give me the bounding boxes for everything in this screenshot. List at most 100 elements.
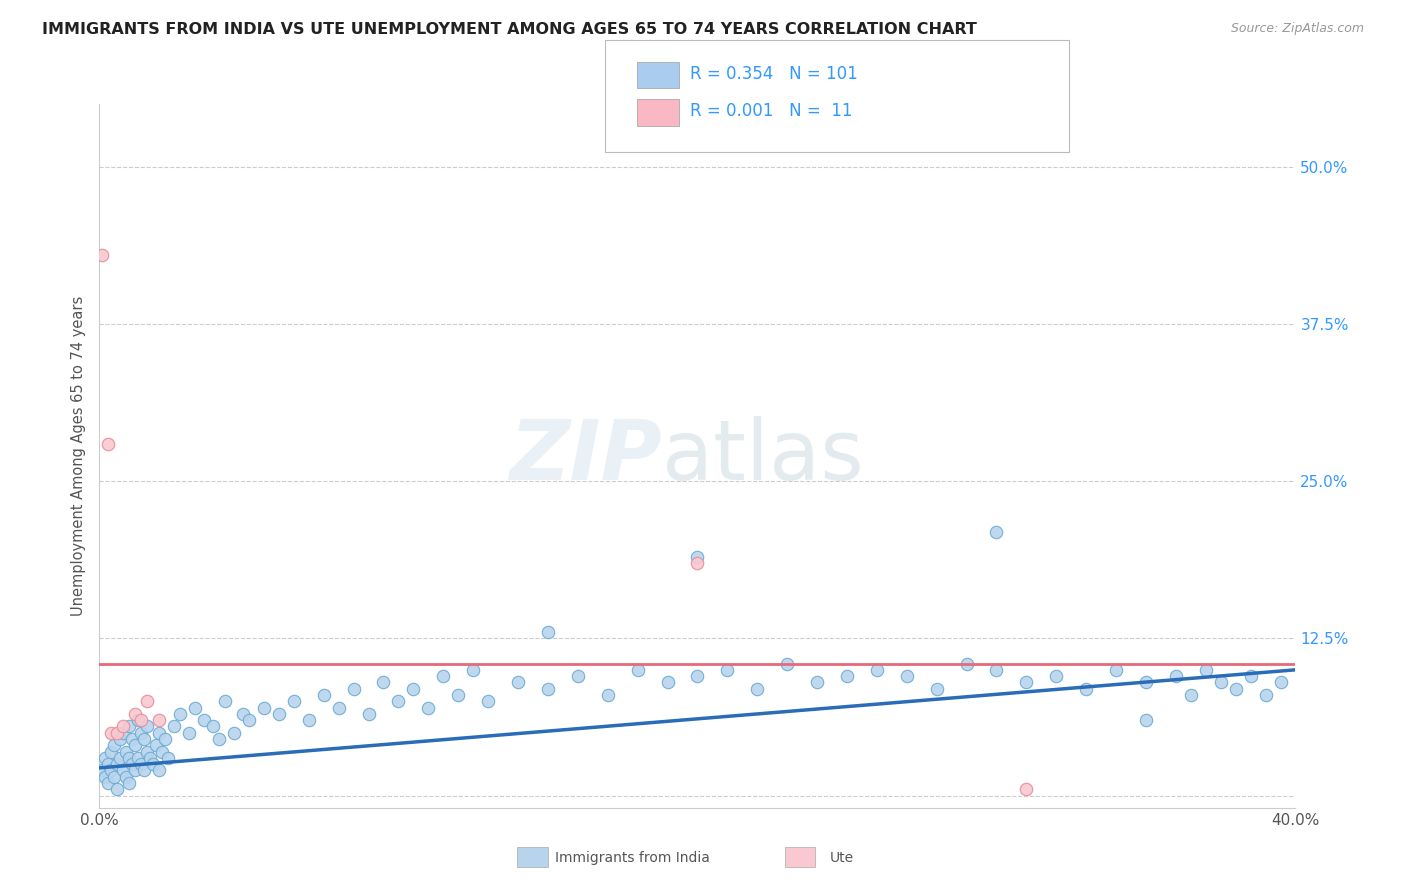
Point — [896, 669, 918, 683]
Point — [776, 657, 799, 671]
Point — [115, 745, 138, 759]
Point — [179, 725, 201, 739]
Point — [124, 706, 146, 721]
Point — [121, 757, 143, 772]
Point — [1209, 675, 1232, 690]
Point — [283, 694, 305, 708]
Point — [402, 681, 425, 696]
Point — [686, 669, 709, 683]
Point — [91, 764, 114, 778]
Point — [1270, 675, 1292, 690]
Point — [447, 688, 470, 702]
Point — [1015, 675, 1038, 690]
Point — [150, 745, 173, 759]
Point — [567, 669, 589, 683]
Point — [686, 556, 709, 570]
Point — [155, 731, 177, 746]
Point — [925, 681, 948, 696]
Point — [136, 719, 159, 733]
Point — [373, 675, 395, 690]
Point — [121, 731, 143, 746]
Point — [136, 745, 159, 759]
Point — [163, 719, 186, 733]
Point — [747, 681, 769, 696]
Point — [866, 663, 889, 677]
Point — [214, 694, 236, 708]
Point — [986, 663, 1008, 677]
Text: R = 0.001   N =  11: R = 0.001 N = 11 — [690, 103, 853, 120]
Point — [100, 725, 122, 739]
Point — [312, 688, 335, 702]
Point — [298, 713, 321, 727]
Point — [112, 725, 135, 739]
Point — [103, 738, 125, 752]
Point — [100, 745, 122, 759]
Text: atlas: atlas — [662, 416, 863, 497]
Text: ZIP: ZIP — [509, 416, 662, 497]
Point — [1254, 688, 1277, 702]
Point — [142, 757, 165, 772]
Point — [418, 700, 440, 714]
Point — [129, 725, 152, 739]
Point — [1045, 669, 1067, 683]
Text: Ute: Ute — [830, 851, 853, 865]
Point — [112, 764, 135, 778]
Point — [91, 248, 114, 262]
Point — [115, 770, 138, 784]
Point — [157, 751, 180, 765]
Point — [238, 713, 260, 727]
Point — [1164, 669, 1187, 683]
Point — [232, 706, 254, 721]
Point — [955, 657, 977, 671]
Point — [835, 669, 858, 683]
Point — [118, 751, 141, 765]
Point — [1076, 681, 1098, 696]
Point — [184, 700, 207, 714]
Point — [110, 731, 132, 746]
Point — [432, 669, 454, 683]
Point — [100, 764, 122, 778]
Point — [1225, 681, 1247, 696]
Point — [118, 719, 141, 733]
Point — [202, 719, 225, 733]
Point — [193, 713, 215, 727]
Point — [105, 782, 128, 797]
Point — [506, 675, 529, 690]
Point — [97, 776, 120, 790]
Point — [118, 776, 141, 790]
Text: Source: ZipAtlas.com: Source: ZipAtlas.com — [1230, 22, 1364, 36]
Point — [267, 706, 290, 721]
Point — [463, 663, 485, 677]
Point — [105, 757, 128, 772]
Point — [387, 694, 409, 708]
Point — [342, 681, 364, 696]
Point — [148, 713, 170, 727]
Point — [477, 694, 499, 708]
Point — [1015, 782, 1038, 797]
Y-axis label: Unemployment Among Ages 65 to 74 years: Unemployment Among Ages 65 to 74 years — [72, 296, 86, 616]
Point — [657, 675, 679, 690]
Text: IMMIGRANTS FROM INDIA VS UTE UNEMPLOYMENT AMONG AGES 65 TO 74 YEARS CORRELATION : IMMIGRANTS FROM INDIA VS UTE UNEMPLOYMEN… — [42, 22, 977, 37]
Point — [169, 706, 191, 721]
Point — [124, 764, 146, 778]
Point — [129, 757, 152, 772]
Point — [148, 764, 170, 778]
Point — [1195, 663, 1218, 677]
Point — [139, 751, 162, 765]
Point — [136, 694, 159, 708]
Point — [716, 663, 738, 677]
Point — [537, 681, 560, 696]
Point — [1135, 675, 1157, 690]
Point — [1105, 663, 1128, 677]
Point — [94, 751, 117, 765]
Point — [97, 436, 120, 450]
Text: Immigrants from India: Immigrants from India — [555, 851, 710, 865]
Point — [986, 524, 1008, 539]
Point — [686, 549, 709, 564]
Point — [148, 725, 170, 739]
Point — [134, 731, 156, 746]
Point — [94, 770, 117, 784]
Point — [110, 751, 132, 765]
Point — [134, 764, 156, 778]
Point — [328, 700, 350, 714]
